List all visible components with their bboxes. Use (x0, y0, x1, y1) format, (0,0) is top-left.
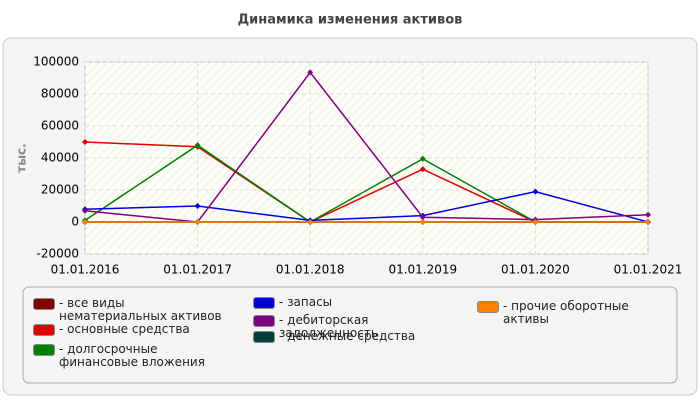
legend-swatch (33, 298, 55, 310)
x-tick-label: 01.01.2020 (501, 263, 570, 277)
legend-label: - запасы (279, 295, 333, 309)
point-marker (532, 188, 539, 195)
point-marker (645, 219, 651, 225)
y-tick-label: -20000 (36, 247, 79, 261)
point-marker (194, 203, 201, 209)
x-tick-label: 01.01.2017 (163, 263, 232, 277)
legend-item: - дебиторская задолженность (253, 314, 468, 340)
x-tick-label: 01.01.2018 (276, 263, 345, 277)
legend-swatch (33, 324, 55, 336)
legend-swatch (477, 301, 499, 313)
point-marker (419, 214, 426, 221)
legend-label: - дебиторская задолженность (279, 313, 378, 340)
point-marker (194, 142, 201, 149)
point-marker (419, 166, 426, 173)
legend-label: - прочие оборотные активы (503, 299, 629, 326)
point-marker (307, 69, 314, 76)
series-line (84, 71, 649, 223)
x-tick-label: 01.01.2021 (614, 263, 683, 277)
legend-label: - денежные средства (279, 329, 416, 343)
legend-label: - долгосрочные финансовые вложения (59, 342, 205, 369)
y-tick-label: 60000 (41, 119, 79, 133)
y-tick-label: 40000 (41, 151, 79, 165)
y-tick-label: 0 (71, 215, 79, 229)
y-tick-label: 20000 (41, 183, 79, 197)
legend-item: - основные средства (33, 323, 223, 336)
point-marker (82, 207, 88, 214)
legend-swatch (253, 315, 275, 327)
legend-label: - все виды нематериальных активов (59, 296, 222, 323)
y-tick-label: 100000 (33, 55, 79, 69)
legend-item: - все виды нематериальных активов (33, 297, 223, 323)
point-marker (82, 219, 88, 225)
point-marker (645, 211, 651, 218)
legend-item: - денежные средства (253, 330, 468, 343)
x-tick-label: 01.01.2019 (388, 263, 457, 277)
y-tick-label: 80000 (41, 87, 79, 101)
legend-swatch (253, 331, 275, 343)
point-marker (532, 219, 539, 225)
legend-swatch (253, 297, 275, 309)
legend-item: - долгосрочные финансовые вложения (33, 343, 223, 369)
legend-swatch (33, 344, 55, 356)
chart-title: Динамика изменения активов (238, 13, 463, 28)
point-marker (419, 219, 426, 225)
legend (22, 286, 678, 384)
point-marker (307, 219, 314, 225)
legend-item: - запасы (253, 296, 468, 309)
point-marker (419, 155, 426, 162)
legend-label: - основные средства (59, 322, 190, 336)
legend-item: - прочие оборотные активы (477, 300, 677, 326)
point-marker (82, 139, 88, 145)
x-tick-label: 01.01.2016 (51, 263, 120, 277)
series-line (84, 190, 649, 223)
y-axis-label: тыс. (15, 143, 29, 172)
point-marker (194, 219, 201, 225)
